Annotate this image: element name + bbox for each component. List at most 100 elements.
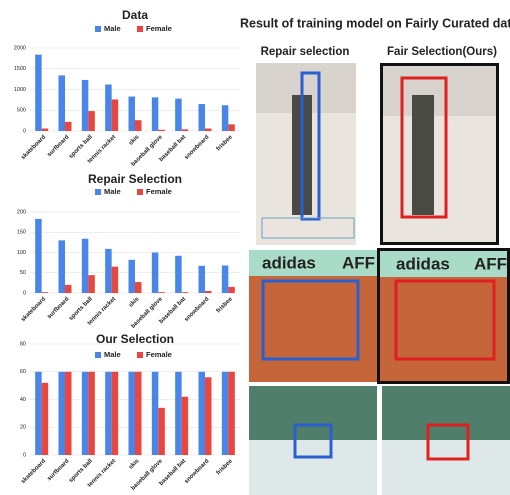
legend-label: Male: [104, 187, 121, 196]
banner: [249, 250, 377, 276]
column-header: Fair Selection(Ours): [387, 46, 497, 58]
bar: [135, 282, 142, 293]
bar: [88, 371, 95, 455]
bar: [158, 292, 165, 293]
bar: [41, 292, 49, 293]
bar: [81, 371, 89, 455]
bar: [111, 99, 119, 131]
x-tick-label: snowboard: [184, 134, 211, 161]
bar: [65, 284, 72, 293]
bar: [198, 265, 205, 293]
legend-swatch: [137, 189, 143, 195]
legend-label: Female: [146, 187, 172, 196]
bar: [181, 292, 189, 293]
bar: [135, 371, 142, 455]
bar: [175, 98, 182, 131]
bar: [81, 79, 89, 131]
bar: [181, 129, 189, 131]
banner: [380, 251, 507, 277]
bar: [35, 371, 42, 455]
bbox: [300, 71, 321, 221]
x-tick-label: frisbee: [216, 134, 235, 153]
y-tick-label: 100: [17, 250, 26, 256]
bar: [35, 218, 42, 293]
bbox: [293, 423, 333, 459]
bar: [111, 266, 119, 293]
bbox: [426, 423, 470, 461]
x-tick-label: skateboard: [20, 296, 47, 323]
legend-swatch: [137, 26, 143, 32]
bar: [221, 105, 229, 131]
banner-text: adidas: [396, 254, 450, 273]
bar: [228, 371, 235, 455]
legend-label: Male: [104, 350, 121, 359]
legend-label: Female: [146, 350, 172, 359]
bar: [181, 396, 189, 455]
bbox: [261, 217, 355, 239]
bar: [81, 238, 89, 293]
banner-text: AFF: [342, 253, 375, 272]
y-tick-label: 200: [17, 209, 26, 215]
bar: [65, 121, 72, 131]
bar: [41, 382, 49, 455]
chart-title: Our Selection: [96, 332, 174, 346]
bar: [175, 255, 182, 293]
bar: [128, 259, 135, 293]
x-tick-label: skis: [128, 296, 141, 309]
legend-swatch: [95, 26, 101, 32]
y-tick-label: 0: [23, 128, 26, 134]
y-tick-label: 20: [20, 425, 26, 431]
bar: [35, 54, 42, 131]
y-tick-label: 1000: [14, 87, 26, 93]
column-header: Repair selection: [261, 46, 350, 58]
y-tick-label: 80: [20, 341, 26, 347]
y-tick-label: 50: [20, 270, 26, 276]
y-tick-label: 0: [23, 290, 26, 296]
bar: [105, 84, 112, 131]
x-tick-label: snowboard: [184, 458, 211, 485]
banner-text: AFF: [474, 254, 507, 273]
legend-swatch: [137, 352, 143, 358]
bbox: [261, 279, 360, 361]
chart-title: Data: [122, 8, 148, 22]
bar: [205, 128, 212, 131]
bar: [105, 371, 112, 455]
bar: [128, 371, 135, 455]
bar: [151, 371, 159, 455]
legend-label: Male: [104, 24, 121, 33]
y-tick-label: 60: [20, 369, 26, 375]
x-tick-label: skateboard: [20, 458, 47, 485]
x-tick-label: skis: [128, 134, 141, 147]
bar: [111, 371, 119, 455]
bar: [58, 240, 65, 293]
bar: [198, 104, 205, 131]
x-tick-label: snowboard: [184, 296, 211, 323]
wave: [249, 440, 377, 495]
bar: [41, 128, 49, 131]
legend-swatch: [95, 352, 101, 358]
bar: [58, 75, 65, 131]
bar: [228, 286, 235, 293]
bbox: [400, 76, 448, 219]
bar: [205, 290, 212, 293]
x-tick-label: frisbee: [216, 458, 235, 477]
y-tick-label: 0: [23, 452, 26, 458]
bar: [221, 371, 229, 455]
bar: [88, 275, 95, 293]
y-tick-label: 40: [20, 397, 26, 403]
legend-swatch: [95, 189, 101, 195]
person: [412, 95, 434, 215]
bar: [65, 371, 72, 455]
bar: [128, 96, 135, 131]
photo-sky: [383, 66, 496, 116]
y-tick-label: 1500: [14, 66, 26, 72]
bar: [175, 371, 182, 455]
bar: [151, 252, 159, 293]
bar: [88, 111, 95, 131]
bar: [158, 129, 165, 131]
panel-title: Result of training model on Fairly Curat…: [240, 16, 510, 30]
y-tick-label: 2000: [14, 45, 26, 51]
bar: [198, 371, 205, 455]
photo-panel: Result of training model on Fairly Curat…: [240, 16, 510, 495]
x-tick-label: frisbee: [216, 296, 235, 315]
